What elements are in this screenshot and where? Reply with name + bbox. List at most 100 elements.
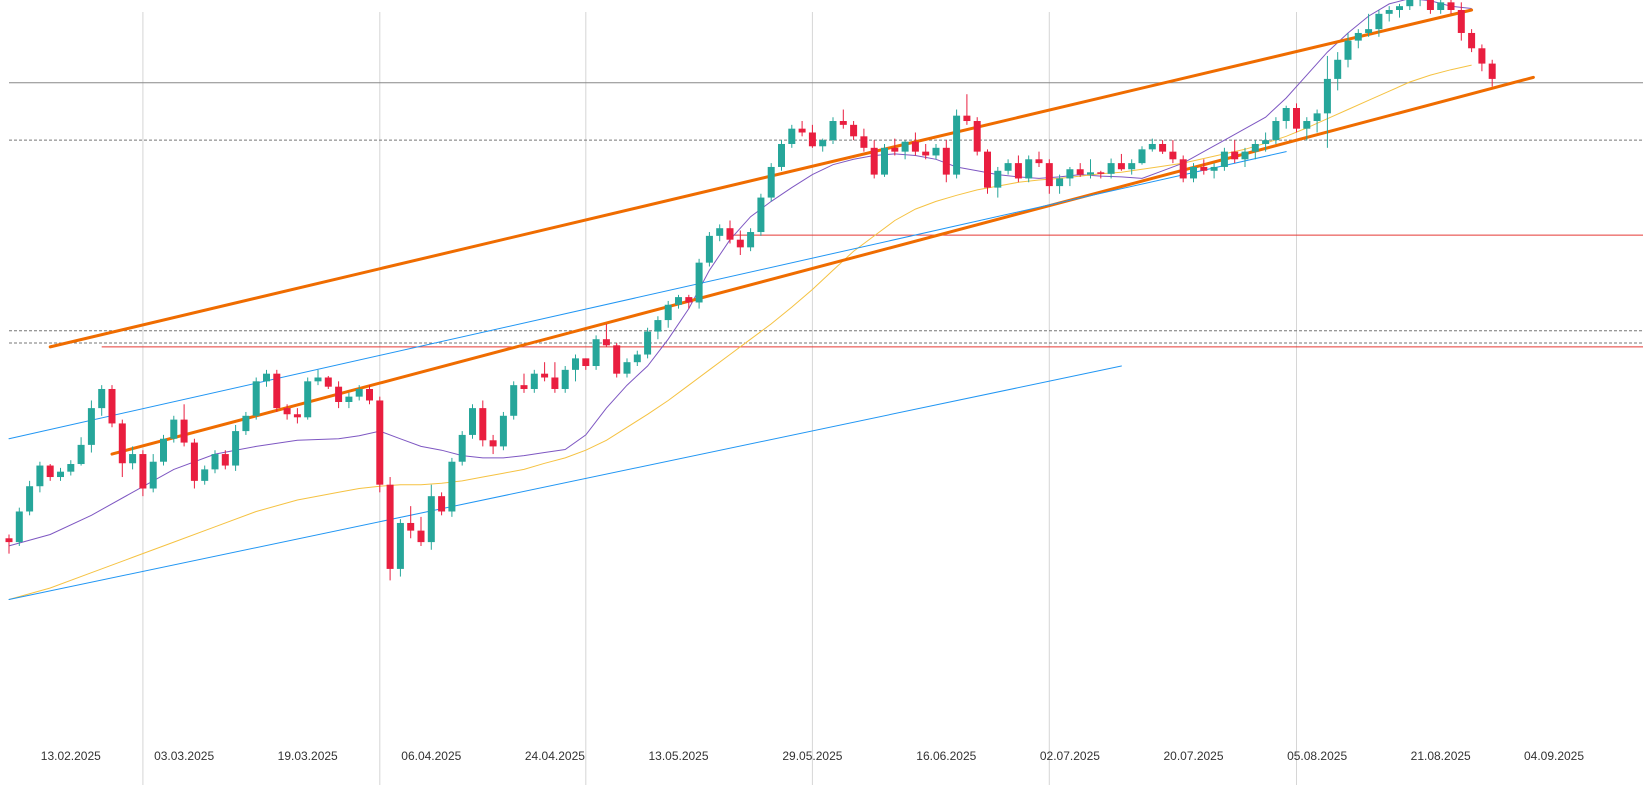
- candle-body: [1303, 121, 1311, 129]
- candle-body: [736, 239, 744, 248]
- candle-body: [778, 143, 785, 167]
- candle-body: [170, 419, 178, 439]
- candle: [396, 519, 404, 577]
- candle-body: [1004, 163, 1012, 171]
- candle: [479, 400, 487, 447]
- candle-body: [551, 377, 559, 389]
- candle-body: [664, 304, 672, 321]
- candle-body: [695, 262, 703, 303]
- candle-body: [314, 377, 322, 382]
- candle-body: [211, 454, 219, 470]
- candle: [541, 362, 549, 382]
- candle-body: [850, 124, 858, 137]
- candle-body: [911, 141, 919, 152]
- candle: [1293, 103, 1300, 133]
- candle: [304, 377, 312, 420]
- candle-body: [1323, 78, 1331, 114]
- candle-body: [726, 228, 734, 240]
- x-tick-label: 02.07.2025: [1040, 749, 1100, 763]
- candle-body: [623, 362, 631, 374]
- candle: [984, 149, 991, 194]
- candle: [293, 408, 301, 424]
- candle: [850, 121, 858, 141]
- candle: [129, 446, 137, 470]
- candle: [407, 506, 415, 539]
- candle: [953, 109, 961, 179]
- candle-body: [36, 465, 44, 487]
- candle: [46, 464, 54, 481]
- candle: [572, 354, 579, 382]
- x-tick-label: 24.04.2025: [525, 749, 585, 763]
- candle-body: [1056, 178, 1064, 187]
- candle: [942, 140, 950, 183]
- candle: [1468, 29, 1476, 53]
- candle-body: [180, 419, 188, 443]
- candle-body: [458, 434, 466, 462]
- candle-body: [273, 373, 281, 409]
- candle-body: [438, 496, 446, 512]
- candle: [469, 404, 476, 439]
- x-tick-label: 19.03.2025: [278, 749, 338, 763]
- candle: [1406, 0, 1414, 10]
- candle: [1117, 153, 1125, 171]
- candle: [1148, 138, 1156, 152]
- candle-body: [582, 358, 590, 367]
- candle-body: [984, 151, 991, 188]
- candle: [1344, 32, 1352, 68]
- candle-body: [407, 522, 415, 531]
- candle: [839, 109, 847, 129]
- candle: [77, 437, 85, 466]
- candle: [1200, 159, 1208, 175]
- candle: [808, 124, 816, 148]
- trend-line-1: [110, 75, 1535, 456]
- candle-body: [881, 147, 888, 175]
- candle-body: [15, 511, 23, 543]
- candle: [139, 450, 147, 497]
- candle: [829, 117, 837, 144]
- candle: [489, 434, 497, 455]
- candle-body: [530, 373, 538, 389]
- candle: [623, 358, 631, 378]
- candle-body: [901, 141, 909, 152]
- candle: [726, 220, 734, 244]
- candle: [654, 316, 662, 340]
- candle-body: [190, 442, 198, 481]
- candle: [1488, 59, 1496, 87]
- candle: [1303, 117, 1311, 141]
- candle: [778, 140, 785, 171]
- candle-body: [1437, 2, 1445, 10]
- candle: [1220, 147, 1228, 171]
- candle: [252, 377, 260, 420]
- candle: [314, 369, 322, 386]
- candle-body: [1169, 151, 1177, 160]
- candle: [427, 484, 435, 550]
- candle-body: [386, 484, 394, 569]
- candle-body: [922, 151, 930, 156]
- candle: [695, 258, 703, 309]
- candle: [1457, 2, 1465, 41]
- candle-body: [541, 373, 549, 378]
- candle-body: [613, 345, 621, 374]
- candle: [499, 411, 507, 451]
- candle: [160, 434, 167, 466]
- x-tick-label: 13.02.2025: [41, 749, 101, 763]
- candle: [242, 411, 250, 435]
- candle: [1128, 159, 1136, 175]
- candle-body: [499, 415, 507, 447]
- x-tick-label: 21.08.2025: [1411, 749, 1471, 763]
- candle: [1056, 174, 1064, 194]
- candle: [221, 450, 229, 470]
- candle-body: [839, 121, 847, 125]
- candle: [57, 467, 64, 481]
- candle: [211, 450, 219, 474]
- candle: [1272, 117, 1280, 144]
- trend-lines: [8, 8, 1535, 601]
- candle-body: [1375, 13, 1383, 30]
- candle: [98, 385, 106, 416]
- candle: [263, 369, 270, 387]
- candle: [149, 454, 157, 493]
- candle: [15, 507, 23, 546]
- candle: [1159, 140, 1167, 154]
